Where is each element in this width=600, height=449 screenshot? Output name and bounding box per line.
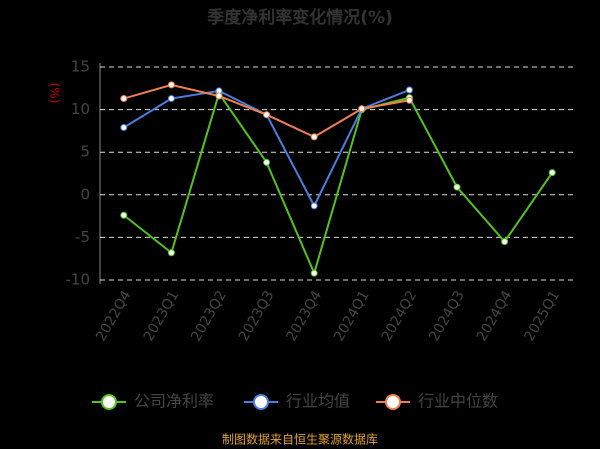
y-tick-label: 15 [71, 58, 90, 76]
data-point [548, 169, 556, 177]
y-tick-label: 0 [80, 185, 90, 203]
footer: 制图数据来自恒生聚源数据库 [222, 432, 378, 447]
x-tick-label: 2024Q3 [426, 288, 468, 344]
data-point [310, 202, 318, 210]
data-point [263, 158, 271, 166]
chart-title: 季度净利率变化情况(%) [207, 7, 393, 28]
x-tick-label: 2024Q2 [379, 288, 421, 344]
series-line [123, 91, 554, 277]
data-point [167, 81, 175, 89]
data-point [120, 95, 128, 103]
y-axis-label: (%) [48, 83, 62, 104]
x-tick-label: 2023Q3 [236, 288, 278, 344]
data-point [215, 92, 223, 100]
x-tick-label: 2024Q4 [474, 288, 516, 344]
series-line [123, 83, 410, 138]
y-tick-label: 10 [71, 100, 90, 118]
legend-marker [253, 394, 269, 410]
data-point [120, 211, 128, 219]
data-point [405, 96, 413, 104]
data-point [405, 86, 413, 94]
y-tick-label: 5 [80, 143, 90, 161]
data-point [263, 111, 271, 119]
x-tick-label: 2024Q1 [331, 288, 373, 344]
data-point [358, 105, 366, 113]
legend-marker [101, 394, 117, 410]
data-point [310, 133, 318, 141]
y-tick-label: -10 [66, 271, 91, 289]
data-point [120, 123, 128, 131]
data-point [501, 238, 509, 246]
legend-label: 公司净利率 [134, 392, 214, 411]
x-tick-label: 2025Q1 [521, 288, 563, 344]
legend-marker [385, 394, 401, 410]
x-tick-label: 2023Q4 [283, 288, 325, 344]
data-point [453, 183, 461, 191]
data-point [167, 95, 175, 103]
y-tick-label: -5 [75, 228, 90, 246]
data-point [167, 249, 175, 257]
data-point [310, 269, 318, 277]
x-tick-label: 2023Q1 [141, 288, 183, 344]
legend-label: 行业均值 [286, 392, 350, 411]
x-tick-label: 2023Q2 [188, 288, 230, 344]
legend-label: 行业中位数 [418, 392, 498, 411]
x-tick-label: 2022Q4 [93, 288, 135, 344]
